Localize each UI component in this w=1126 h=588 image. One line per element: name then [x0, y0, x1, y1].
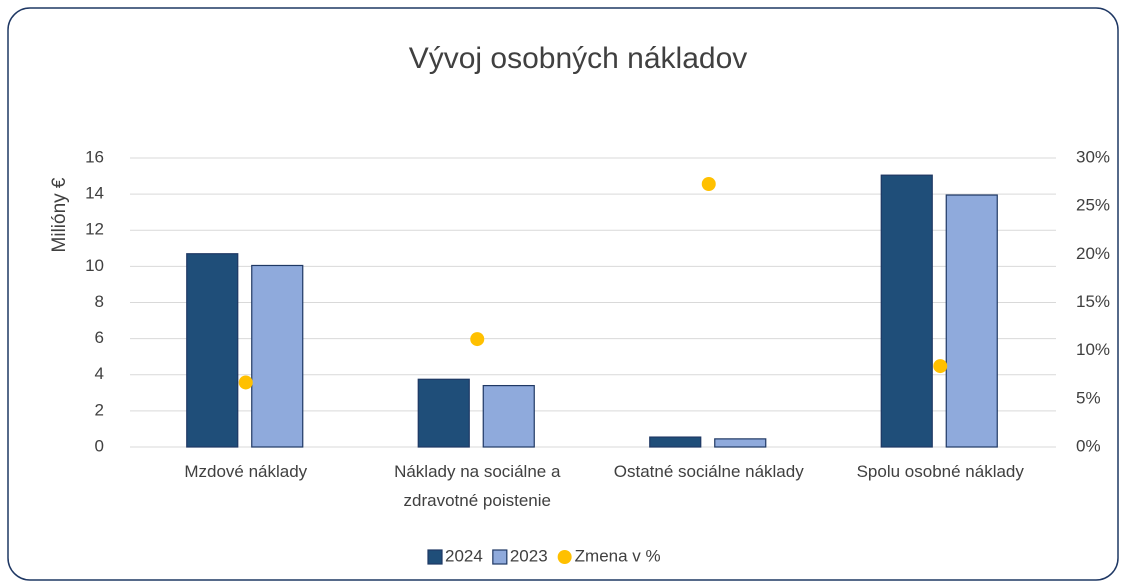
y-tick-label: 12: [85, 220, 104, 239]
y2-tick-label: 30%: [1076, 147, 1110, 166]
y-tick-label: 2: [95, 400, 104, 419]
y2-tick-label: 15%: [1076, 292, 1110, 311]
x-tick-label: Mzdové náklady: [184, 462, 307, 481]
y-tick-label: 16: [85, 147, 104, 166]
y-tick-label: 10: [85, 256, 104, 275]
bar: [251, 264, 304, 448]
y-tick-label: 6: [95, 328, 104, 347]
y-tick-label: 14: [85, 184, 104, 203]
legend-label: 2023: [510, 546, 548, 565]
bar: [186, 253, 239, 448]
x-tick-label: Náklady na sociálne a zdravotné poistenie: [394, 462, 561, 510]
y-axis-label: Milióny €: [49, 177, 70, 252]
legend-label: Zmena v %: [575, 546, 661, 565]
y2-tick-label: 20%: [1076, 244, 1110, 263]
y2-tick-label: 5%: [1076, 388, 1101, 407]
bar: [417, 378, 470, 448]
y-tick-label: 4: [95, 364, 104, 383]
chart-title: Vývoj osobných nákladov: [409, 42, 748, 75]
bar: [945, 194, 998, 448]
x-tick-line: Náklady na sociálne a: [394, 462, 561, 481]
y2-tick-label: 0%: [1076, 436, 1101, 455]
bar: [880, 174, 933, 448]
legend-swatch: [557, 550, 572, 564]
x-tick-line: Spolu osobné náklady: [857, 462, 1025, 481]
x-tick-label: Spolu osobné náklady: [857, 462, 1025, 481]
dot: [470, 332, 485, 347]
y-tick-label: 0: [95, 436, 104, 455]
y2-tick-label: 25%: [1076, 196, 1110, 215]
bar: [482, 384, 535, 448]
x-tick-line: zdravotné poistenie: [404, 491, 551, 510]
dot: [933, 359, 948, 374]
legend-swatch: [492, 549, 508, 565]
y2-tick-label: 10%: [1076, 340, 1110, 359]
y-tick-label: 8: [95, 292, 104, 311]
x-tick-label: Ostatné sociálne náklady: [614, 462, 804, 481]
x-tick-line: Ostatné sociálne náklady: [614, 462, 804, 481]
legend-swatch: [427, 549, 443, 565]
dot: [701, 177, 716, 192]
legend-label: 2024: [445, 546, 483, 565]
x-tick-line: Mzdové náklady: [184, 462, 307, 481]
dot: [238, 375, 253, 390]
bar: [649, 436, 702, 448]
bar: [714, 438, 767, 448]
